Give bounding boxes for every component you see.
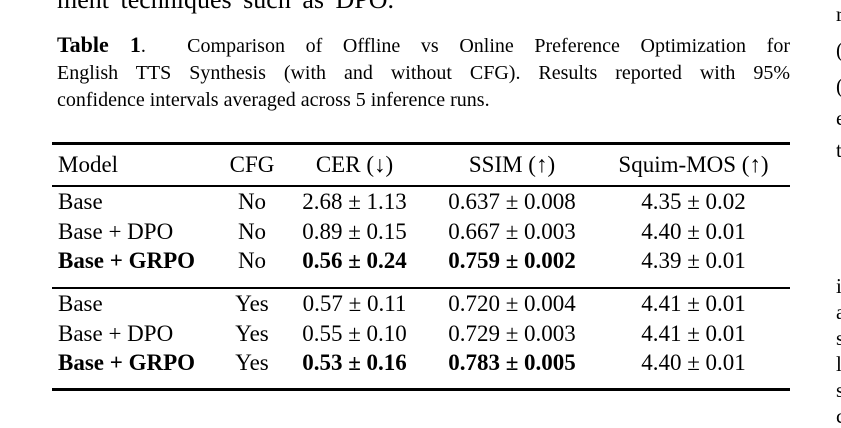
- table-row: Base No 2.68 ± 1.13 0.637 ± 0.008 4.35 ±…: [52, 186, 790, 217]
- cell-ssim: 0.759 ± 0.002: [448, 247, 576, 273]
- table-group-no-cfg: Base No 2.68 ± 1.13 0.637 ± 0.008 4.35 ±…: [52, 186, 790, 288]
- header-squim-mos: Squim-MOS (↑): [618, 151, 769, 177]
- table-row: Base + DPO No 0.89 ± 0.15 0.667 ± 0.003 …: [52, 217, 790, 248]
- cell-squim: 4.40 ± 0.01: [641, 349, 746, 375]
- cell-cfg: Yes: [235, 321, 269, 346]
- clipped-body-text-line: ment techniques such as DPO.: [57, 0, 394, 14]
- cell-cfg: No: [237, 219, 267, 244]
- header-model: Model: [58, 151, 119, 177]
- caption-line-3: confidence intervals averaged across 5 i…: [57, 89, 490, 111]
- clipped-glyph-fragment: (: [836, 38, 841, 62]
- cell-model: Base + GRPO: [58, 247, 196, 273]
- cell-model: Base + DPO: [58, 219, 174, 244]
- caption-label: Table 1: [57, 32, 141, 57]
- clipped-glyph-fragment: r: [836, 2, 841, 26]
- cell-cer: 2.68 ± 1.13: [302, 188, 407, 214]
- cell-cer: 0.89 ± 0.15: [302, 219, 407, 244]
- cell-ssim: 0.720 ± 0.004: [448, 290, 576, 316]
- clipped-glyph-fragment: (: [836, 74, 841, 98]
- clipped-glyph-fragment: l: [836, 352, 841, 376]
- cell-ssim: 0.667 ± 0.003: [448, 219, 576, 244]
- clipped-glyph-fragment: a: [836, 300, 841, 324]
- cell-cfg: No: [237, 188, 267, 214]
- caption-line-2: English TTS Synthesis (with and without …: [57, 62, 790, 84]
- table-row: Base + DPO Yes 0.55 ± 0.10 0.729 ± 0.003…: [52, 319, 790, 350]
- cell-squim: 4.39 ± 0.01: [641, 247, 746, 273]
- cell-cfg: No: [237, 247, 267, 273]
- table-row: Base Yes 0.57 ± 0.11 0.720 ± 0.004 4.41 …: [52, 288, 790, 319]
- cell-ssim: 0.783 ± 0.005: [448, 349, 576, 375]
- cell-cfg: Yes: [235, 290, 269, 316]
- cell-squim: 4.41 ± 0.01: [641, 290, 746, 316]
- results-table: Model CFG CER (↓) SSIM (↑) Squim-MOS (↑)…: [52, 142, 790, 391]
- header-ssim: SSIM (↑): [468, 151, 556, 177]
- clipped-glyph-fragment: i: [836, 274, 841, 298]
- cell-squim: 4.41 ± 0.01: [641, 321, 746, 346]
- cell-model: Base: [58, 188, 103, 214]
- cell-ssim: 0.637 ± 0.008: [448, 188, 576, 214]
- header-cer: CER (↓): [315, 151, 394, 177]
- cell-squim: 4.40 ± 0.01: [641, 219, 746, 244]
- cell-cer: 0.55 ± 0.10: [302, 321, 407, 346]
- clipped-glyph-fragment: c: [836, 404, 841, 428]
- header-row: Model CFG CER (↓) SSIM (↑) Squim-MOS (↑): [52, 144, 790, 186]
- table-caption: Table 1. Comparison of Offline vs Online…: [57, 31, 790, 114]
- table-header: Model CFG CER (↓) SSIM (↑) Squim-MOS (↑): [52, 143, 790, 186]
- table-group-with-cfg: Base Yes 0.57 ± 0.11 0.720 ± 0.004 4.41 …: [52, 287, 790, 390]
- cell-model: Base + GRPO: [58, 349, 196, 375]
- caption-line-1: Table 1. Comparison of Offline vs Online…: [57, 31, 790, 60]
- cell-cer: 0.57 ± 0.11: [302, 290, 407, 316]
- clipped-glyph-fragment: s: [836, 326, 841, 350]
- cell-ssim: 0.729 ± 0.003: [448, 321, 576, 346]
- cell-squim: 4.35 ± 0.02: [641, 188, 746, 214]
- cell-cer: 0.56 ± 0.24: [302, 247, 407, 273]
- clipped-glyph-fragment: e: [836, 106, 841, 130]
- cell-cfg: Yes: [235, 349, 269, 375]
- header-cfg: CFG: [229, 151, 275, 177]
- cell-model: Base: [58, 290, 103, 316]
- clipped-glyph-fragment: s: [836, 378, 841, 402]
- cell-cer: 0.53 ± 0.16: [302, 349, 407, 375]
- caption-line-1-text: . Comparison of Offline vs Online Prefer…: [140, 35, 790, 57]
- table-row: Base + GRPO No 0.56 ± 0.24 0.759 ± 0.002…: [52, 248, 790, 288]
- table-row: Base + GRPO Yes 0.53 ± 0.16 0.783 ± 0.00…: [52, 350, 790, 390]
- cell-model: Base + DPO: [58, 321, 174, 346]
- results-table-container: Model CFG CER (↓) SSIM (↑) Squim-MOS (↑)…: [52, 142, 790, 391]
- clipped-glyph-fragment: t: [836, 138, 841, 162]
